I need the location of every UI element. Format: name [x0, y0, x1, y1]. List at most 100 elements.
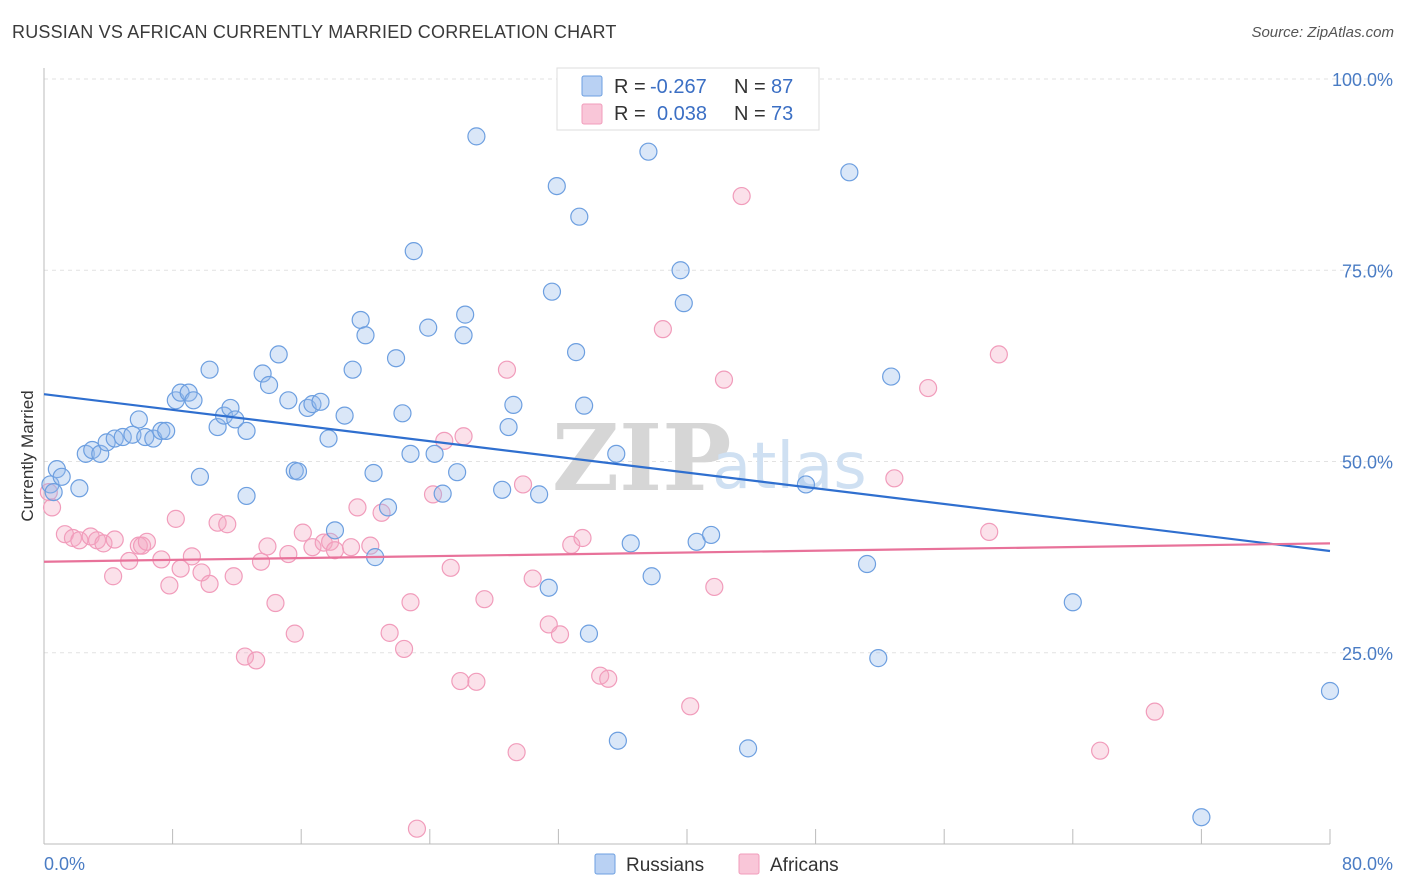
russians-point: [530, 485, 549, 504]
africans-point: [732, 186, 751, 206]
x-tick-marks: [43, 829, 1331, 844]
russians-point: [607, 444, 626, 463]
africans-point: [573, 528, 592, 548]
africans-point: [42, 498, 62, 517]
russians-point: [52, 467, 71, 486]
russians-point: [279, 391, 298, 410]
russians-point: [882, 367, 901, 386]
russians-point: [608, 731, 627, 750]
russians-point: [796, 475, 816, 494]
stats-legend: R = -0.267 N = 87 R = 0.038 N = 73: [556, 67, 820, 131]
russians-point: [378, 498, 398, 517]
africans-point: [279, 544, 298, 564]
africans-point: [497, 360, 517, 379]
africans-point: [361, 536, 380, 555]
africans-point: [507, 743, 526, 762]
russians-point: [547, 177, 566, 196]
russians-legend-swatch: [581, 75, 603, 97]
y-tick-label-50: 50.0%: [1342, 453, 1393, 473]
russians-point: [621, 534, 640, 553]
africans-point: [293, 523, 312, 542]
africans-point: [885, 469, 904, 488]
russians-point: [425, 444, 444, 463]
russians-point: [200, 360, 219, 379]
africans-series-swatch: [738, 853, 760, 875]
africans-point: [39, 483, 58, 502]
russians-point: [738, 739, 758, 758]
russians-point: [539, 578, 558, 597]
russians-point: [335, 406, 354, 425]
africans-point: [523, 569, 542, 588]
russians-n-label: N =: [734, 76, 766, 98]
africans-point: [919, 378, 938, 398]
russians-point: [456, 305, 475, 324]
africans-point: [182, 547, 201, 566]
series-legend: Russians Africans: [594, 853, 839, 876]
russians-point: [639, 142, 658, 161]
russians-point: [840, 163, 859, 182]
russians-r-label: R =: [614, 76, 646, 98]
chart-title: RUSSIAN VS AFRICAN CURRENTLY MARRIED COR…: [12, 22, 617, 42]
africans-point: [550, 625, 570, 644]
africans-point: [714, 370, 734, 389]
russians-point: [393, 404, 412, 423]
africans-n-value: 73: [771, 103, 793, 125]
x-tick-label-max: 80.0%: [1342, 854, 1393, 874]
source-label: Source: ZipAtlas.com: [1251, 24, 1394, 41]
y-tick-labels: 25.0% 50.0% 75.0% 100.0%: [1332, 70, 1393, 664]
africans-point: [980, 522, 999, 541]
russians-point: [190, 467, 210, 486]
russians-point: [129, 410, 148, 429]
africans-point: [325, 541, 345, 560]
africans-point: [251, 552, 271, 571]
russians-point: [575, 396, 594, 415]
y-axis-label: Currently Married: [18, 390, 37, 521]
russians-series-label: Russians: [626, 855, 704, 876]
y-tick-label-75: 75.0%: [1342, 261, 1393, 281]
russians-point: [499, 417, 518, 437]
africans-point: [1091, 741, 1110, 760]
africans-point: [599, 669, 618, 688]
russians-point: [1192, 808, 1211, 827]
africans-point: [653, 320, 672, 339]
africans-point: [1145, 702, 1164, 721]
africans-series-label: Africans: [770, 855, 839, 876]
trend-lines: [43, 393, 1331, 563]
russians-point: [351, 310, 370, 330]
africans-point: [401, 593, 420, 612]
africans-r-label: R =: [614, 103, 646, 125]
africans-point: [218, 515, 237, 534]
africans-point: [285, 624, 304, 643]
africans-point: [104, 567, 123, 586]
africans-point: [258, 537, 277, 556]
russians-point: [343, 360, 362, 379]
russians-point: [253, 364, 272, 383]
africans-point: [235, 647, 255, 666]
russians-point: [493, 480, 512, 499]
russians-point: [671, 261, 690, 280]
africans-point: [454, 427, 473, 446]
russians-point: [448, 463, 467, 482]
russians-point: [44, 483, 63, 502]
russians-point: [579, 624, 599, 643]
russians-r-value: -0.267: [650, 76, 707, 98]
africans-point: [70, 531, 89, 550]
russians-point: [542, 282, 562, 301]
grid-lines: [44, 78, 1392, 654]
russians-n-value: 87: [771, 76, 793, 98]
russians-point: [401, 444, 420, 463]
africans-point: [394, 639, 414, 659]
africans-legend-swatch: [581, 103, 603, 125]
africans-point: [451, 671, 470, 691]
russians-point: [702, 525, 721, 545]
russians-point: [386, 349, 406, 368]
russians-point: [311, 392, 330, 411]
russians-point: [70, 479, 89, 498]
africans-point: [105, 530, 124, 549]
russians-point: [1320, 681, 1340, 701]
russians-point: [91, 444, 110, 463]
africans-trend-line: [43, 542, 1331, 563]
africans-point: [989, 345, 1008, 364]
russians-point: [570, 207, 589, 226]
africans-point: [303, 538, 322, 557]
